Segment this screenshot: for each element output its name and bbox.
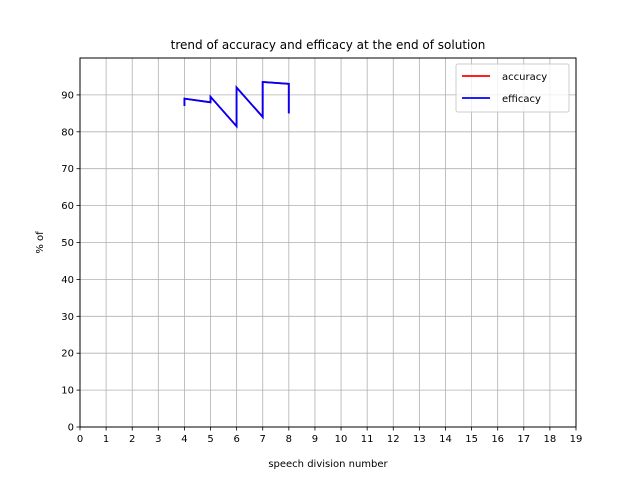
x-tick-label: 11 <box>361 434 374 445</box>
y-tick-label: 10 <box>61 386 74 397</box>
chart-title: trend of accuracy and efficacy at the en… <box>171 38 486 52</box>
y-tick-label: 80 <box>61 127 74 138</box>
series-layer <box>183 81 290 129</box>
x-tick-label: 10 <box>335 434 348 445</box>
x-tick-label: 18 <box>544 434 557 445</box>
y-tick-label: 0 <box>68 423 74 434</box>
x-tick-label: 9 <box>312 434 318 445</box>
grid <box>79 58 577 428</box>
series-line-efficacy <box>183 81 290 129</box>
x-tick-label: 16 <box>491 434 504 445</box>
x-tick-label: 13 <box>413 434 426 445</box>
y-tick-label: 90 <box>61 90 74 101</box>
y-axis: 0 10 20 30 40 50 60 70 80 90 <box>61 90 80 434</box>
y-tick-label: 60 <box>61 201 74 212</box>
legend-label-efficacy: efficacy <box>502 94 541 105</box>
x-tick-label: 17 <box>517 434 530 445</box>
x-axis-label: speech division number <box>268 459 388 470</box>
x-axis: 0 1 2 3 4 5 6 7 8 9 10 11 12 13 14 15 16 17 18 19 <box>77 427 583 445</box>
x-tick-label: 5 <box>207 434 213 445</box>
x-tick-label: 15 <box>465 434 478 445</box>
x-tick-label: 14 <box>439 434 452 445</box>
y-axis-label: % of <box>35 231 46 254</box>
x-tick-label: 4 <box>181 434 187 445</box>
x-tick-label: 8 <box>286 434 292 445</box>
y-tick-label: 70 <box>61 164 74 175</box>
y-tick-label: 30 <box>61 312 74 323</box>
x-tick-label: 19 <box>570 434 583 445</box>
x-tick-label: 12 <box>387 434 400 445</box>
y-tick-label: 20 <box>61 349 74 360</box>
legend: accuracy efficacy <box>455 63 570 113</box>
legend-label-accuracy: accuracy <box>502 72 547 83</box>
x-tick-label: 3 <box>155 434 161 445</box>
x-tick-label: 0 <box>77 434 83 445</box>
x-tick-label: 2 <box>129 434 135 445</box>
y-tick-label: 40 <box>61 275 74 286</box>
x-tick-label: 1 <box>103 434 109 445</box>
x-tick-label: 6 <box>233 434 239 445</box>
x-tick-label: 7 <box>260 434 266 445</box>
y-tick-label: 50 <box>61 238 74 249</box>
